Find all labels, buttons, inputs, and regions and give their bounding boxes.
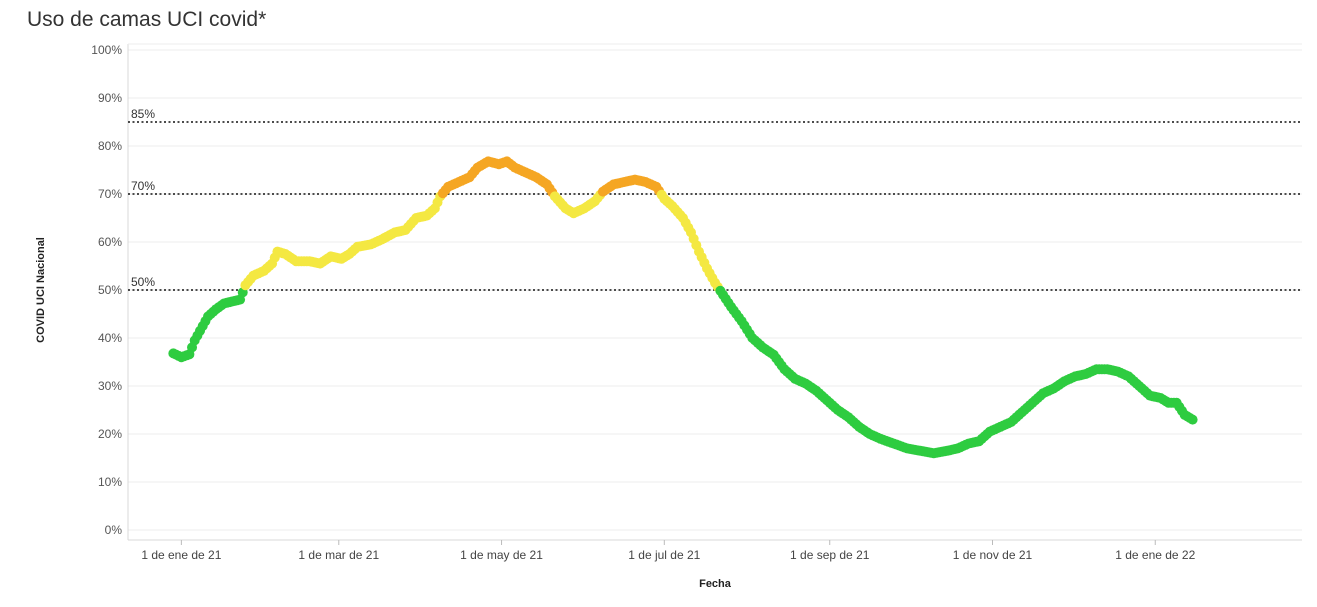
y-tick-label: 60% <box>98 235 122 249</box>
x-tick-label: 1 de mar de 21 <box>298 548 379 562</box>
x-tick-label: 1 de ene de 21 <box>141 548 221 562</box>
data-points <box>168 156 1198 459</box>
x-tick-label: 1 de jul de 21 <box>628 548 700 562</box>
reference-label-50: 50% <box>131 275 155 289</box>
x-tick-label: 1 de ene de 22 <box>1115 548 1195 562</box>
data-point <box>1187 414 1198 425</box>
axis-layer: 0% 10% 20% 30% 40% 50% 60% 70% 80% 90% 100% 1 de en… <box>91 43 1302 562</box>
reference-label-85: 85% <box>131 107 155 121</box>
y-tick-label: 70% <box>98 187 122 201</box>
y-tick-label: 10% <box>98 475 122 489</box>
y-tick-label: 50% <box>98 283 122 297</box>
chart-title: Uso de camas UCI covid* <box>27 8 267 31</box>
x-axis-title: Fecha <box>699 578 732 590</box>
y-tick-label: 30% <box>98 379 122 393</box>
y-tick-label: 90% <box>98 91 122 105</box>
y-tick-label: 20% <box>98 427 122 441</box>
x-tick-label: 1 de may de 21 <box>460 548 543 562</box>
y-tick-label: 100% <box>91 43 122 57</box>
x-tick-label: 1 de nov de 21 <box>953 548 1033 562</box>
y-axis-title: COVID UCI Nacional <box>35 237 47 343</box>
y-tick-label: 0% <box>105 523 123 537</box>
reference-label-70: 70% <box>131 179 155 193</box>
grid-layer <box>128 49 1302 531</box>
y-tick-label: 40% <box>98 331 122 345</box>
x-tick-label: 1 de sep de 21 <box>790 548 870 562</box>
y-tick-label: 80% <box>98 139 122 153</box>
